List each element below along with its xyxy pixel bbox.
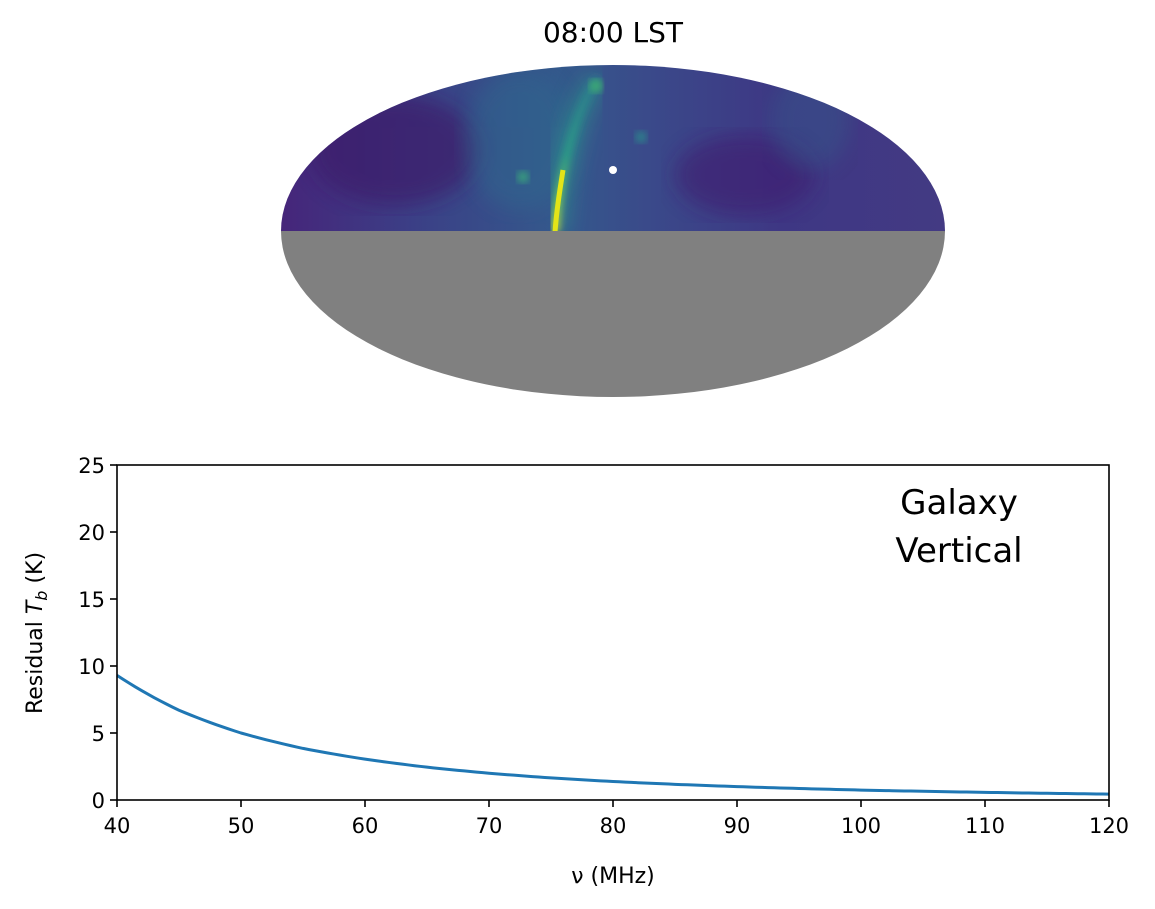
y-tick-label: 5 xyxy=(92,722,105,746)
x-tick-label: 40 xyxy=(104,814,131,838)
x-tick-label: 70 xyxy=(476,814,503,838)
residual-series-line xyxy=(116,674,1110,796)
y-tick-label: 25 xyxy=(78,454,105,478)
x-axis-label: ν (MHz) xyxy=(571,864,655,889)
radio-source xyxy=(517,171,529,183)
plot-frame xyxy=(116,464,1110,801)
sky-map-title: 08:00 LST xyxy=(542,16,684,49)
annotation-line-1: Galaxy xyxy=(900,483,1018,523)
radio-source xyxy=(635,131,647,143)
sky-dark-region xyxy=(675,135,815,215)
x-tick-label: 50 xyxy=(228,814,255,838)
y-tick-label: 0 xyxy=(92,789,105,813)
y-axis-label: Residual Tb (K) xyxy=(23,552,51,714)
x-tick-label: 120 xyxy=(1089,814,1129,838)
x-tick-label: 110 xyxy=(965,814,1005,838)
x-tick-label: 60 xyxy=(352,814,379,838)
annotation-line-2: Vertical xyxy=(895,531,1022,571)
zenith-marker xyxy=(609,166,617,174)
y-tick-label: 10 xyxy=(78,655,105,679)
sky-map xyxy=(281,65,945,397)
sky-diffuse-emission xyxy=(465,70,575,210)
x-tick-label: 80 xyxy=(600,814,627,838)
x-tick-label: 90 xyxy=(724,814,751,838)
x-tick-label: 100 xyxy=(841,814,881,838)
y-tick-label: 15 xyxy=(78,588,105,612)
y-tick-label: 20 xyxy=(78,521,105,545)
radio-source xyxy=(589,79,603,93)
galactic-plane-core xyxy=(552,169,566,233)
